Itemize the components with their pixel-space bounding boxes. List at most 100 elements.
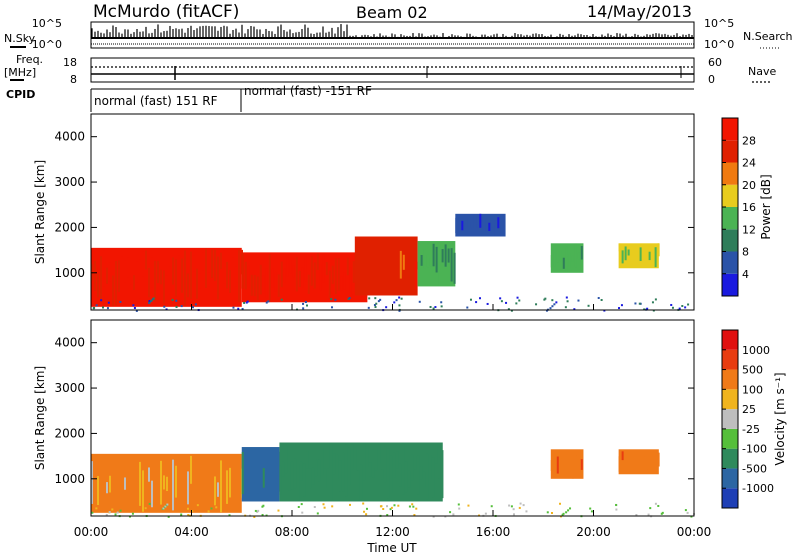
data-streak bbox=[169, 477, 171, 495]
x-tick-label: 08:00 bbox=[275, 525, 310, 539]
data-streak bbox=[280, 261, 283, 288]
data-streak bbox=[106, 482, 108, 494]
data-streak bbox=[411, 454, 414, 481]
data-streak bbox=[497, 217, 500, 229]
data-streak bbox=[369, 263, 372, 284]
nsky-label: N.Sky bbox=[4, 32, 36, 45]
noise-point bbox=[165, 308, 168, 311]
noise-point bbox=[175, 299, 178, 302]
noise-point bbox=[150, 299, 153, 302]
data-streak bbox=[160, 269, 162, 285]
y-tick-label: 1000 bbox=[54, 472, 85, 486]
noise-point bbox=[566, 300, 569, 303]
data-streak bbox=[630, 252, 633, 265]
colorbar-cell bbox=[722, 162, 738, 185]
data-streak bbox=[420, 466, 423, 480]
noise-point bbox=[577, 299, 580, 302]
noise-point bbox=[559, 502, 562, 505]
colorbar-tick-label: 25 bbox=[742, 403, 756, 416]
noise-point bbox=[412, 505, 415, 508]
noise-point bbox=[398, 296, 401, 299]
noise-point bbox=[382, 507, 385, 510]
data-streak bbox=[346, 257, 349, 276]
data-streak bbox=[244, 465, 247, 477]
data-streak bbox=[340, 276, 343, 291]
noise-point bbox=[175, 305, 178, 308]
noise-point bbox=[102, 306, 105, 309]
cpid-label: CPID bbox=[6, 88, 35, 101]
colorbar-tick-label: -25 bbox=[742, 423, 760, 436]
cpid-row: CPID normal (fast) 151 RF normal (fast) … bbox=[6, 84, 694, 112]
data-streak bbox=[381, 265, 384, 292]
noise-point bbox=[449, 511, 452, 514]
data-streak bbox=[103, 477, 105, 507]
data-streak bbox=[357, 470, 360, 501]
data-streak bbox=[262, 275, 265, 294]
station-title: McMurdo (fitACF) bbox=[93, 2, 239, 22]
data-streak bbox=[256, 276, 259, 301]
data-streak bbox=[118, 456, 120, 490]
data-streak bbox=[432, 457, 435, 498]
data-streak bbox=[441, 249, 444, 263]
data-streak bbox=[238, 250, 240, 303]
data-streak bbox=[435, 246, 438, 273]
data-streak bbox=[387, 241, 390, 276]
data-streak bbox=[319, 263, 322, 291]
data-streak bbox=[115, 260, 117, 306]
data-streak bbox=[334, 258, 337, 295]
noise-point bbox=[444, 515, 447, 518]
noise-point bbox=[678, 307, 681, 310]
noise-point bbox=[600, 298, 603, 301]
data-streak bbox=[627, 451, 630, 474]
data-streak bbox=[327, 442, 330, 469]
noise-point bbox=[180, 513, 183, 516]
data-streak bbox=[562, 257, 565, 269]
noise-point bbox=[349, 503, 352, 506]
data-streak bbox=[351, 444, 354, 470]
data-streak bbox=[627, 249, 630, 256]
data-streak bbox=[259, 264, 262, 295]
data-streak bbox=[136, 261, 138, 283]
power-colorbar: 4 8 12 16 20 24 28 Power [dB] bbox=[721, 117, 773, 297]
noise-point bbox=[385, 306, 388, 309]
noise-point bbox=[429, 305, 432, 308]
colorbar-tick-label: 4 bbox=[742, 268, 749, 281]
noise-point bbox=[304, 301, 307, 304]
data-streak bbox=[375, 246, 378, 270]
noise-point bbox=[573, 308, 576, 311]
noise-point bbox=[603, 309, 606, 312]
data-streak bbox=[553, 454, 556, 465]
data-streak bbox=[97, 273, 99, 298]
data-streak bbox=[193, 255, 195, 272]
freq-unit: [MHz] bbox=[4, 66, 36, 79]
noise-point bbox=[300, 503, 303, 506]
colorbar-cell bbox=[722, 369, 738, 390]
colorbar-cell bbox=[722, 184, 738, 207]
noise-point bbox=[398, 309, 401, 312]
noise-point bbox=[549, 307, 552, 310]
noise-point bbox=[133, 306, 136, 309]
noise-point bbox=[262, 504, 265, 507]
data-streak bbox=[91, 461, 93, 504]
data-streak bbox=[166, 476, 168, 492]
data-streak bbox=[324, 468, 327, 489]
noise-point bbox=[569, 507, 572, 510]
data-streak bbox=[464, 223, 467, 229]
noise-point bbox=[348, 297, 351, 300]
noise-point bbox=[395, 299, 398, 302]
noise-point bbox=[331, 306, 334, 309]
data-streak bbox=[621, 451, 624, 461]
noise-point bbox=[196, 504, 199, 507]
noise-point bbox=[316, 512, 319, 515]
data-streak bbox=[565, 246, 568, 272]
noise-point bbox=[457, 503, 460, 506]
data-streak bbox=[360, 464, 363, 500]
data-streak bbox=[349, 267, 352, 302]
x-axis: 00:00 04:00 08:00 12:00 16:00 20:00 00:00 bbox=[74, 304, 711, 539]
data-streak bbox=[297, 464, 300, 501]
data-streak bbox=[208, 479, 210, 502]
nsky-bars bbox=[91, 24, 693, 38]
data-streak bbox=[265, 461, 268, 499]
x-tick-label: 04:00 bbox=[174, 525, 209, 539]
noise-point bbox=[615, 508, 618, 511]
